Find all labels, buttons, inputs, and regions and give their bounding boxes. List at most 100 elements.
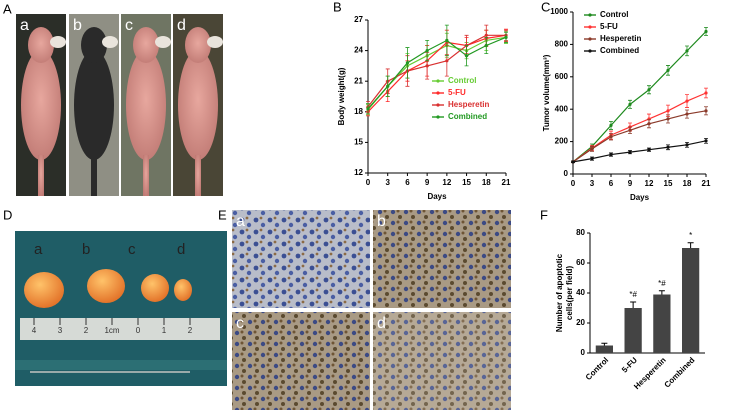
error-bar [630, 301, 637, 308]
legend-label: Combined [448, 112, 487, 121]
legend-marker [436, 79, 440, 83]
y-tick-label: 1000 [550, 7, 568, 16]
x-tick-label: 12 [442, 178, 451, 187]
series-line [572, 110, 707, 163]
point [628, 128, 632, 132]
photo-label: b [377, 213, 386, 230]
point [685, 99, 689, 103]
point [445, 59, 449, 63]
point [704, 109, 708, 113]
error-bar [601, 342, 608, 346]
x-tick-label: 21 [502, 178, 511, 187]
y-tick-label: 27 [354, 15, 363, 24]
y-tick-label: 20 [576, 318, 585, 327]
point [405, 61, 410, 65]
x-axis-title: Days [630, 193, 650, 202]
x-tick-label: 0 [571, 179, 576, 188]
point [666, 68, 670, 72]
ruler-label: 3 [58, 326, 63, 335]
y-axis-title: Tumor volume(mm³) [542, 54, 551, 131]
point [445, 38, 449, 43]
ruler-label: 4 [32, 326, 37, 335]
error-bar [658, 290, 665, 295]
photo-label: b [82, 241, 90, 258]
y-tick-label: 400 [555, 104, 569, 113]
series-line [367, 36, 507, 111]
y-tick-label: 18 [354, 107, 363, 116]
x-tick-label: 3 [590, 179, 595, 188]
legend-label: Control [600, 10, 628, 19]
point [484, 33, 488, 37]
point [366, 107, 370, 111]
x-tick-label: 21 [702, 179, 711, 188]
photo-label: c [236, 315, 244, 332]
photo-label: d [377, 315, 386, 332]
y-tick-label: 800 [555, 40, 569, 49]
bar [595, 345, 613, 353]
legend-marker [588, 49, 592, 53]
legend-marker [588, 13, 592, 17]
ruler-label: 2 [84, 326, 89, 335]
y-tick-label: 80 [576, 228, 585, 237]
ruler-label: 2 [188, 326, 193, 335]
point [504, 35, 508, 39]
point [484, 43, 488, 48]
x-tick-label: 9 [425, 178, 430, 187]
error-bar [687, 242, 694, 248]
point [464, 54, 469, 58]
panel-letter: A [3, 1, 12, 16]
point [647, 148, 651, 152]
photo-label: d [177, 241, 185, 258]
legend-marker [588, 37, 592, 41]
series-line [367, 34, 506, 108]
point [590, 147, 594, 151]
y-tick-label: 0 [581, 348, 586, 357]
panel-letter: F [540, 207, 548, 222]
point [666, 117, 670, 121]
point [685, 49, 689, 53]
x-tick-label: Control [584, 356, 610, 382]
legend-label: 5-FU [448, 88, 466, 97]
point [685, 112, 689, 116]
y-tick-label: 21 [354, 76, 363, 85]
point [628, 102, 632, 106]
y-tick-label: 0 [564, 169, 569, 178]
y-tick-label: 15 [354, 138, 363, 147]
micrographs [232, 210, 511, 410]
x-tick-label: 12 [645, 179, 654, 188]
point [685, 143, 689, 147]
point [425, 64, 429, 68]
point [571, 160, 575, 164]
photo-label: c [128, 241, 136, 258]
legend-label: Control [448, 76, 476, 85]
panel-letter: E [218, 207, 227, 222]
photo-label: a [34, 241, 43, 258]
point [704, 29, 708, 34]
legend-label: Combined [600, 46, 639, 55]
x-tick-label: 5-FU [620, 355, 639, 374]
point [704, 139, 708, 143]
point [704, 91, 708, 95]
x-tick-label: 15 [664, 179, 673, 188]
bar [682, 248, 700, 353]
photo-label: a [20, 17, 29, 34]
series-line [572, 31, 707, 163]
x-tick-label: 18 [482, 178, 491, 187]
x-tick-label: 3 [385, 178, 390, 187]
ruler-label: 0 [136, 326, 141, 335]
point [609, 152, 613, 157]
panel-letter: B [333, 0, 342, 14]
legend-marker [588, 25, 592, 29]
annotation: * [689, 231, 692, 240]
y-tick-label: 24 [354, 46, 363, 55]
panel-letter: C [541, 0, 550, 14]
y-tick-label: 40 [576, 288, 585, 297]
legend-label: 5-FU [600, 22, 618, 31]
point [386, 84, 390, 88]
x-tick-label: Combined [663, 355, 697, 389]
ruler-label: 1 [162, 326, 167, 335]
point [590, 157, 594, 161]
photo-label: d [177, 17, 186, 34]
legend-marker [436, 103, 440, 107]
